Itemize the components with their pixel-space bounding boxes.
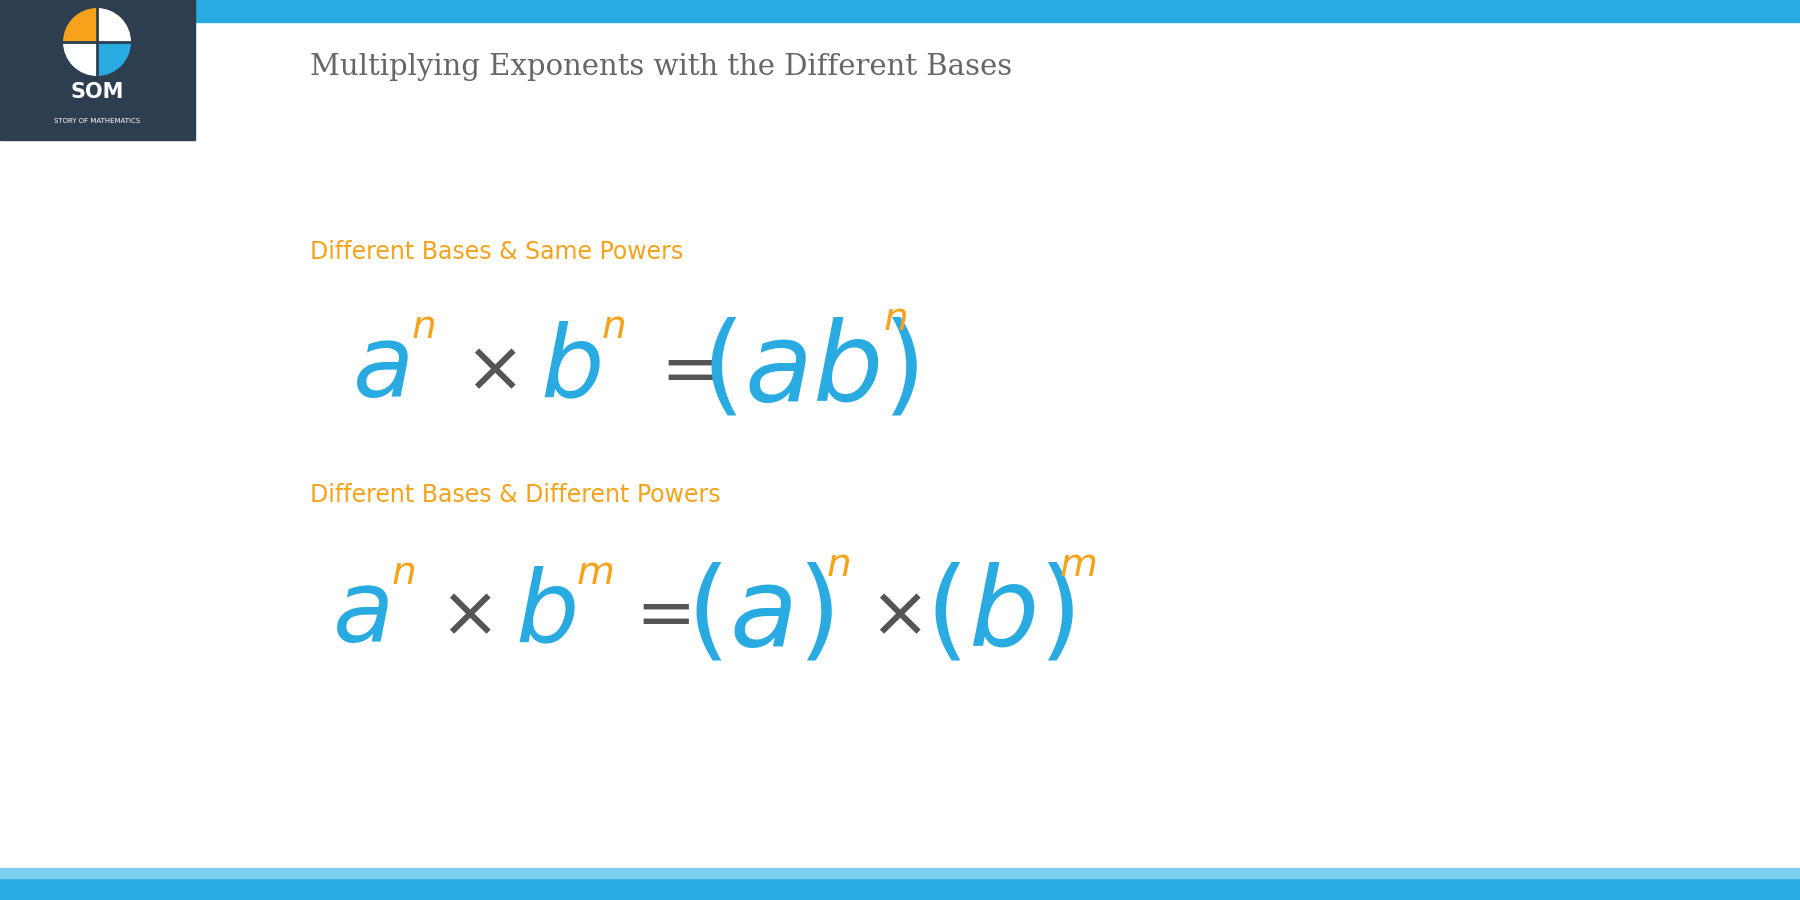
- Text: $\times$: $\times$: [869, 580, 922, 650]
- Wedge shape: [63, 8, 97, 42]
- Text: $b$: $b$: [515, 567, 576, 663]
- Text: $\times$: $\times$: [439, 580, 491, 650]
- Text: $(a)$: $(a)$: [686, 562, 833, 669]
- Bar: [0, 0, 194, 140]
- Text: $n$: $n$: [410, 310, 436, 346]
- Text: $m$: $m$: [1060, 546, 1096, 583]
- Text: SOM: SOM: [70, 82, 124, 102]
- Text: Different Bases & Same Powers: Different Bases & Same Powers: [310, 240, 684, 264]
- Wedge shape: [97, 8, 131, 42]
- Text: $(ab)$: $(ab)$: [702, 317, 918, 424]
- Text: $a$: $a$: [351, 322, 409, 418]
- Text: STORY OF MATHEMATICS: STORY OF MATHEMATICS: [54, 118, 140, 124]
- Text: Different Bases & Different Powers: Different Bases & Different Powers: [310, 483, 720, 507]
- Text: $m$: $m$: [576, 554, 614, 591]
- Text: Multiplying Exponents with the Different Bases: Multiplying Exponents with the Different…: [310, 53, 1012, 81]
- Text: $b$: $b$: [540, 322, 601, 418]
- Text: $n$: $n$: [884, 302, 907, 338]
- Text: $\times$: $\times$: [464, 336, 517, 404]
- Text: $n$: $n$: [601, 310, 625, 346]
- Wedge shape: [63, 42, 97, 76]
- Bar: [0, 0, 1800, 22]
- Text: $=$: $=$: [621, 580, 689, 650]
- Text: $a$: $a$: [331, 567, 389, 663]
- Text: $=$: $=$: [646, 336, 715, 404]
- Text: $(b)$: $(b)$: [925, 562, 1075, 669]
- Bar: [0, 878, 1800, 900]
- Text: $n$: $n$: [391, 554, 416, 591]
- Text: $n$: $n$: [826, 546, 850, 583]
- Bar: [0, 868, 1800, 878]
- Wedge shape: [97, 42, 131, 76]
